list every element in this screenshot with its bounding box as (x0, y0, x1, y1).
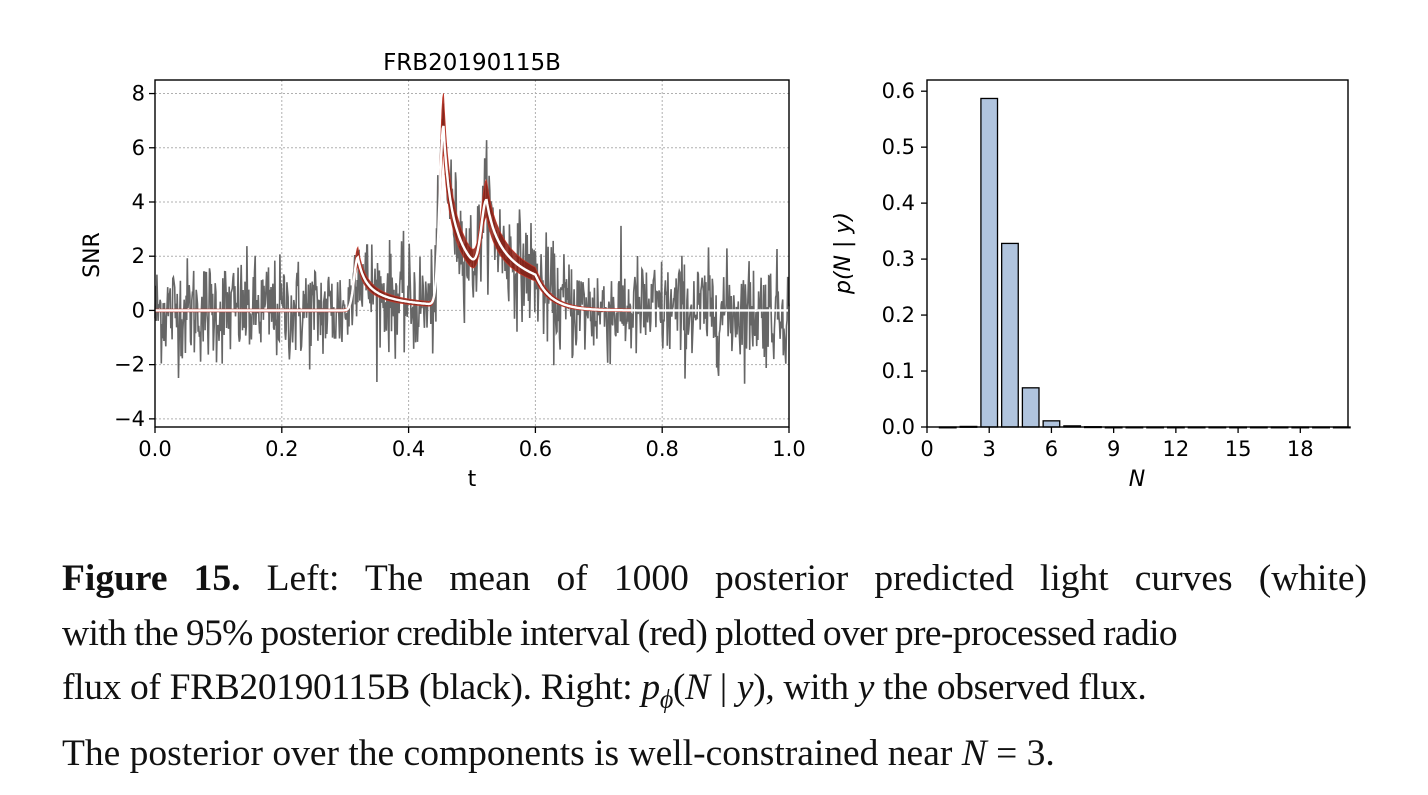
caption-line-3: flux of FRB20190115B (black). Right: pϕ(… (62, 661, 1367, 727)
y-tick-label: 0.1 (882, 359, 915, 383)
x-tick-label: 0.6 (519, 437, 552, 461)
credible-interval-band (154, 93, 631, 313)
y-tick-label: 0.5 (882, 135, 915, 159)
left-y-ticks: −4 −2 0 2 4 6 8 (114, 82, 155, 431)
left-x-axis-label: t (468, 467, 477, 492)
y-tick-label: −4 (114, 407, 145, 431)
right-x-axis-label: N (1129, 467, 1145, 492)
left-x-ticks: 0.0 0.2 0.4 0.6 0.8 1.0 (138, 427, 806, 461)
caption-line-2: with the 95% posterior credible interval… (62, 612, 1178, 654)
caption-text-3a: flux of FRB20190115B (black). Right: (62, 667, 633, 708)
math-phi: ϕ (659, 684, 673, 714)
right-y-axis-label: p(N | y) (831, 212, 856, 295)
x-tick-label: 0.4 (392, 437, 425, 461)
x-tick-label: 0.8 (645, 437, 678, 461)
caption-N: N (961, 733, 987, 774)
x-tick-label: 15 (1225, 437, 1252, 461)
right-x-ticks: 0 3 6 9 12 15 18 (920, 427, 1314, 461)
right-chart: 0 3 6 9 12 15 18 0.0 0.1 0.2 0.3 0.4 0.5 0.6 N p(N |… (831, 79, 1351, 492)
math-bar: | (719, 667, 728, 708)
bar-N-4 (1001, 242, 1019, 428)
left-plot-frame (154, 79, 790, 428)
y-tick-label: 0.4 (882, 191, 915, 215)
bar-N-5 (1021, 387, 1040, 428)
y-tick-label: 0 (132, 298, 145, 322)
caption-text-4a: The posterior over the components is wel… (62, 733, 953, 774)
x-tick-label: 1.0 (772, 437, 805, 461)
figure: FRB20190115B 0.0 0.2 0.4 0.6 0.8 1.0 −4 −2 0 2 4 6… (80, 50, 1351, 492)
x-tick-label: 12 (1162, 437, 1189, 461)
y-tick-label: 6 (132, 136, 145, 160)
x-tick-label: 0.2 (265, 437, 298, 461)
y-tick-label: −2 (114, 353, 145, 377)
x-tick-label: 0 (920, 437, 933, 461)
y-tick-label: 0.3 (882, 247, 915, 271)
caption-y: y (857, 667, 875, 708)
math-close: ) (753, 667, 766, 708)
x-tick-label: 3 (983, 437, 996, 461)
y-tick-label: 2 (132, 244, 145, 268)
caption-text-3b: , with (765, 667, 849, 708)
x-tick-label: 6 (1045, 437, 1058, 461)
math-y: y (736, 667, 754, 708)
caption-eq: = (996, 733, 1018, 774)
left-series (154, 93, 790, 384)
x-tick-label: 9 (1107, 437, 1120, 461)
caption-math-pphi: pϕ(N | y) (641, 667, 766, 714)
x-tick-label: 18 (1287, 437, 1314, 461)
caption-text-3c: the observed flux. (883, 667, 1147, 708)
math-p: p (641, 667, 660, 708)
bar-N-6 (1042, 420, 1061, 428)
y-tick-label: 0.0 (882, 415, 915, 439)
y-tick-label: 0.6 (882, 79, 915, 103)
y-tick-label: 0.2 (882, 303, 915, 327)
caption-line-4: The posterior over the components is wel… (62, 727, 1367, 782)
mean-series-line (155, 125, 789, 312)
math-N: N (685, 667, 710, 708)
caption-text-1: Left: The mean of 1000 posterior predict… (266, 558, 1368, 599)
left-y-axis-label: SNR (80, 232, 105, 278)
right-plot-frame (926, 79, 1349, 428)
left-chart: FRB20190115B 0.0 0.2 0.4 0.6 0.8 1.0 −4 −2 0 2 4 6… (80, 50, 806, 492)
caption-val: 3. (1026, 733, 1055, 774)
x-tick-label: 0.0 (138, 437, 171, 461)
math-open: ( (672, 667, 686, 708)
caption-line-1: Figure 15. Left: The mean of 1000 poster… (62, 552, 1367, 607)
figure-number: Figure 15. (62, 558, 241, 599)
left-chart-title: FRB20190115B (383, 50, 561, 76)
right-y-ticks: 0.0 0.1 0.2 0.3 0.4 0.5 0.6 (882, 79, 927, 439)
bar-N-3 (980, 97, 999, 428)
y-tick-label: 4 (132, 190, 145, 214)
figure-caption: Figure 15. Left: The mean of 1000 poster… (62, 552, 1367, 782)
y-tick-label: 8 (132, 82, 145, 106)
